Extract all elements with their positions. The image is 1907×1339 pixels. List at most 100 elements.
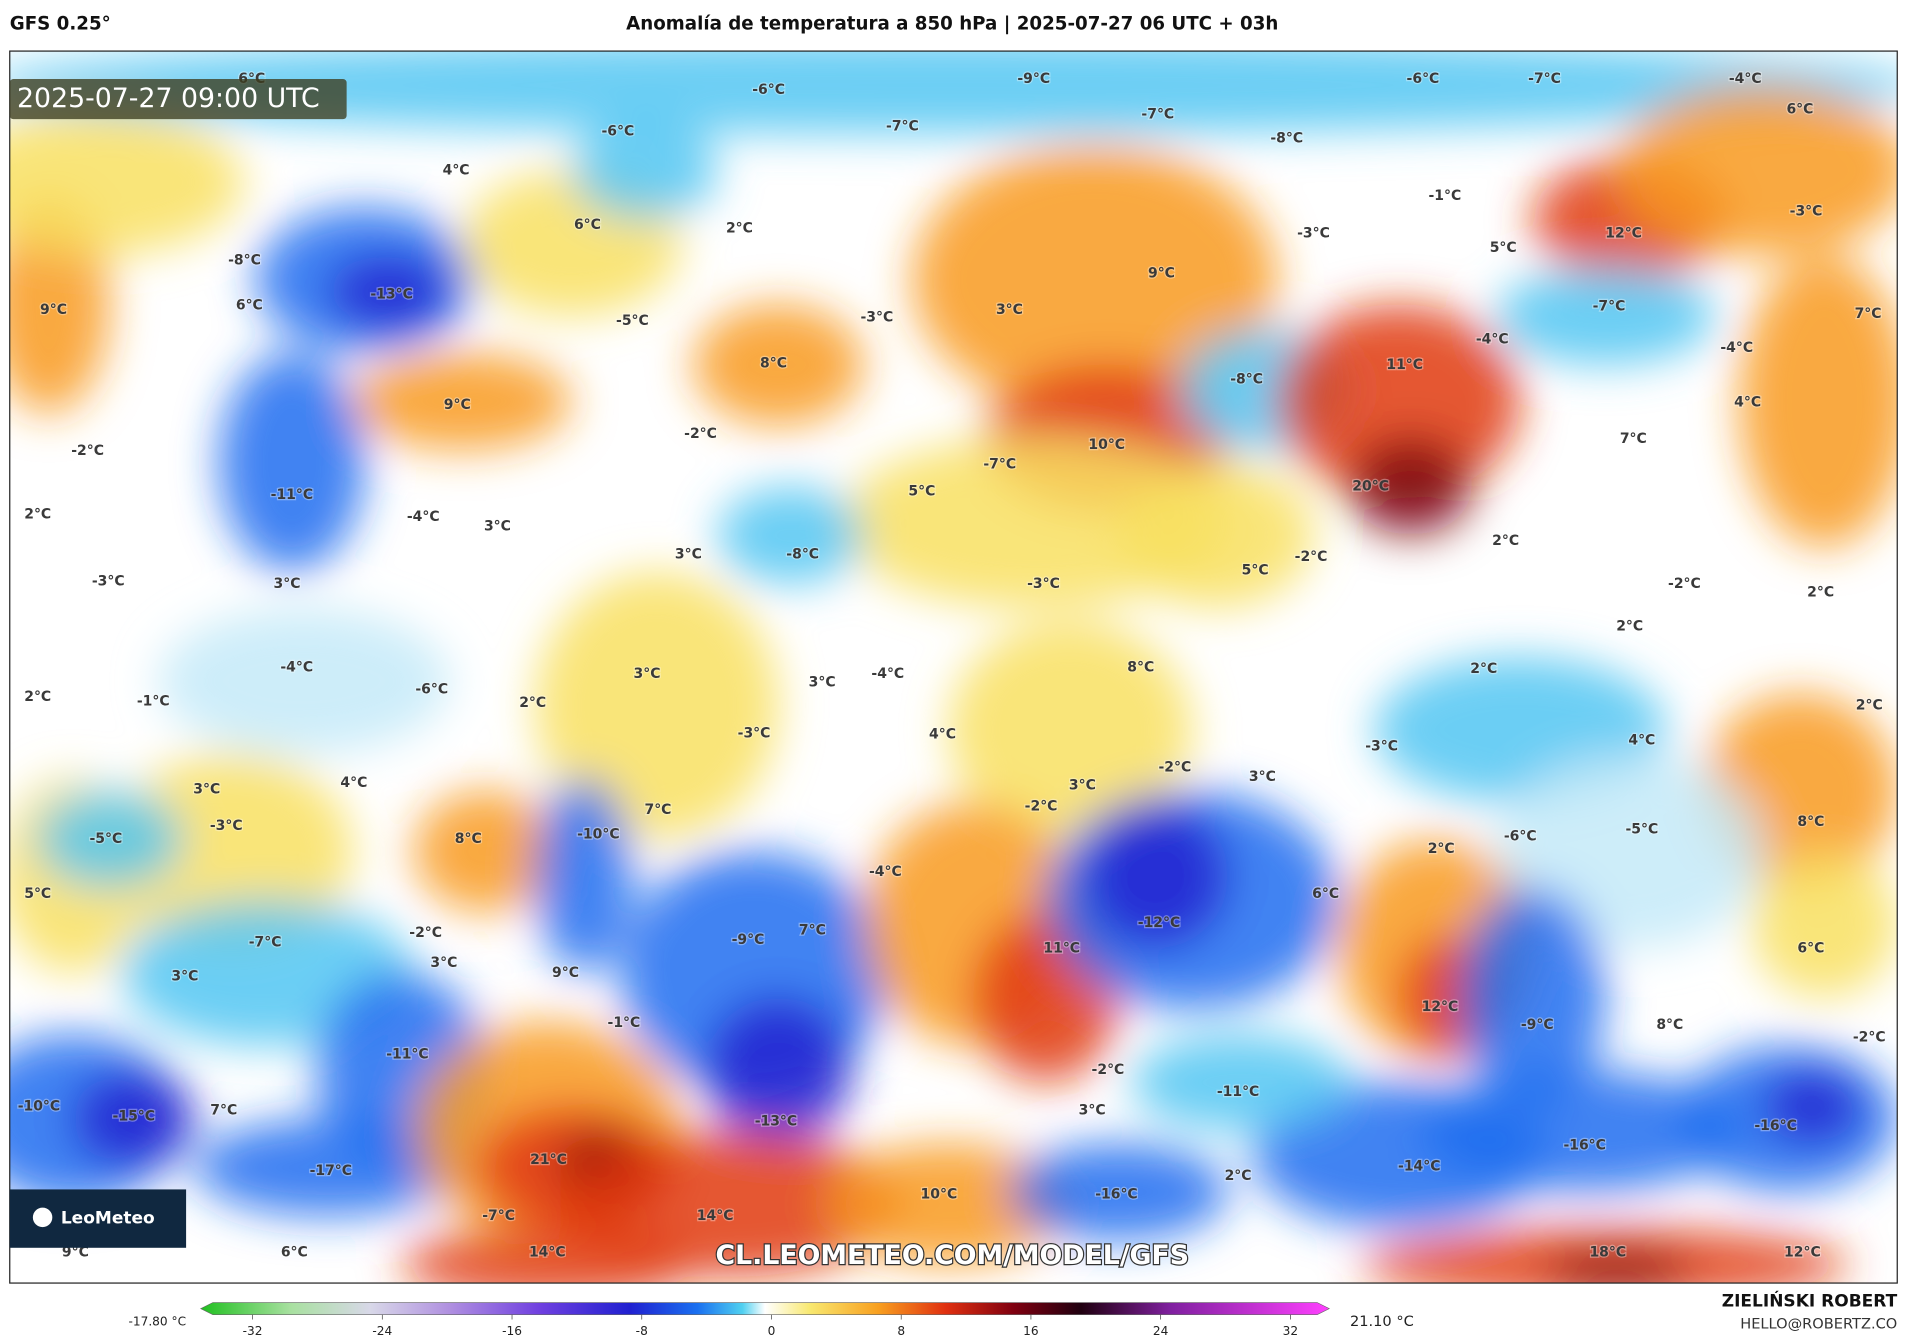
colorbar-tick-label: -8: [636, 1324, 648, 1338]
model-name: GFS 0.25°: [10, 13, 111, 34]
temperature-label: -16°C: [1563, 1138, 1605, 1154]
temperature-label: -4°C: [871, 666, 904, 682]
temperature-label: -8°C: [786, 547, 819, 563]
temperature-label: -2°C: [1025, 798, 1058, 814]
temperature-label: 2°C: [519, 695, 546, 711]
temperature-label: -6°C: [415, 682, 448, 698]
temperature-label: 4°C: [1734, 395, 1761, 411]
temperature-label: 3°C: [809, 674, 836, 690]
field-blob: [1118, 462, 1314, 609]
temperature-label: 10°C: [1088, 437, 1125, 453]
temperature-label: 5°C: [908, 483, 935, 499]
temperature-label: -9°C: [732, 932, 765, 948]
field-blob: [1544, 1252, 1691, 1284]
temperature-label: -5°C: [1625, 821, 1658, 837]
field-blob: [36, 790, 183, 888]
temperature-label: -7°C: [1593, 298, 1626, 314]
temperature-label: -14°C: [1398, 1158, 1440, 1174]
temperature-label: 7°C: [1855, 306, 1882, 322]
temperature-label: 6°C: [1786, 101, 1813, 117]
temperature-label: 2°C: [1225, 1168, 1252, 1184]
temperature-label: 9°C: [552, 965, 579, 981]
temperature-label: -7°C: [249, 935, 282, 951]
temperature-label: -1°C: [1428, 188, 1461, 204]
field-blob: [352, 352, 572, 450]
field-blob: [218, 352, 365, 572]
temperature-label: 8°C: [455, 831, 482, 847]
watermark: CL.LEOMETEO.COM/MODEL/GFS: [716, 1240, 1190, 1271]
temperature-label: -10°C: [577, 826, 619, 842]
temperature-label: -4°C: [1729, 71, 1762, 87]
temperature-label: 3°C: [274, 576, 301, 592]
temperature-label: 6°C: [1797, 941, 1824, 957]
temperature-label: -3°C: [1297, 226, 1330, 242]
field-blob: [1009, 1143, 1229, 1241]
temperature-label: 12°C: [1605, 226, 1642, 242]
temperature-label: 6°C: [281, 1245, 308, 1261]
field-blob: [827, 1143, 1071, 1265]
temperature-label: -2°C: [1295, 549, 1328, 565]
temperature-label: -3°C: [1365, 739, 1398, 755]
colorbar-tick-label: -24: [372, 1324, 392, 1338]
temperature-label: 14°C: [697, 1208, 734, 1224]
temperature-label: 6°C: [1312, 886, 1339, 902]
colorbar-tick-label: -16: [502, 1324, 522, 1338]
map-frame: [9, 50, 1898, 1284]
colorbar-tick-label: 16: [1023, 1324, 1038, 1338]
timestamp: 2025-07-27 09:00 UTC: [17, 83, 320, 114]
temperature-label: 2°C: [1492, 533, 1519, 549]
field-blob: [1349, 437, 1472, 536]
temperature-label: 2°C: [1856, 697, 1883, 713]
temperature-label: 2°C: [726, 221, 753, 237]
temperature-label: -2°C: [684, 426, 717, 442]
temperature-label: -6°C: [1407, 71, 1440, 87]
temperature-label: -2°C: [71, 443, 104, 459]
temperature-label: -9°C: [1521, 1017, 1554, 1033]
field-blob: [413, 790, 560, 913]
logo: LeoMeteo: [61, 1209, 155, 1229]
temperature-label: 9°C: [40, 302, 67, 318]
field-blob: [158, 608, 451, 755]
field-blob: [401, 1228, 694, 1284]
field-blob: [72, 1070, 195, 1168]
temperature-label: 21°C: [530, 1152, 567, 1168]
field-blob: [9, 51, 1898, 134]
temperature-label: -2°C: [1158, 759, 1191, 775]
temperature-label: 5°C: [1242, 562, 1269, 578]
temperature-label: 4°C: [340, 775, 367, 791]
temperature-label: 8°C: [1797, 814, 1824, 830]
temperature-label: 4°C: [1628, 733, 1655, 749]
temperature-label: 20°C: [1352, 478, 1389, 494]
temperature-label: -3°C: [738, 725, 771, 741]
temperature-label: -4°C: [1476, 331, 1509, 347]
field-blob: [1617, 85, 1898, 256]
field-blob: [705, 997, 852, 1144]
temperature-label: -11°C: [271, 487, 313, 503]
field-blob: [535, 778, 633, 973]
temperature-label: 7°C: [644, 802, 671, 818]
temperature-label: -1°C: [137, 694, 170, 710]
temperature-label: 6°C: [574, 217, 601, 233]
temperature-label: -16°C: [1095, 1186, 1137, 1202]
temperature-label: -11°C: [1217, 1084, 1259, 1100]
temperature-label: 2°C: [1616, 618, 1643, 634]
temperature-label: -6°C: [752, 82, 785, 98]
colorbar-ticks: -32 -24 -16 -8 0 8 16 24 32: [243, 1314, 1298, 1338]
temperature-label: 5°C: [24, 886, 51, 902]
temperature-label: 12°C: [1784, 1245, 1821, 1261]
email: HELLO@ROBERTZ.CO: [1740, 1315, 1897, 1332]
temperature-label: 4°C: [929, 727, 956, 743]
temperature-label: -2°C: [409, 925, 442, 941]
temperature-label: 12°C: [1422, 999, 1459, 1015]
temperature-label: 4°C: [443, 162, 470, 178]
temperature-label: 3°C: [1249, 769, 1276, 785]
logo-sun: [32, 1207, 53, 1228]
field-blob: [1082, 802, 1229, 949]
temperature-label: -7°C: [482, 1208, 515, 1224]
temperature-label: 8°C: [1127, 660, 1154, 676]
colorbar: [200, 1302, 1330, 1315]
temperature-label: -16°C: [1754, 1118, 1796, 1134]
temperature-label: -6°C: [601, 123, 634, 139]
colorbar-max: 21.10 °C: [1350, 1313, 1414, 1330]
